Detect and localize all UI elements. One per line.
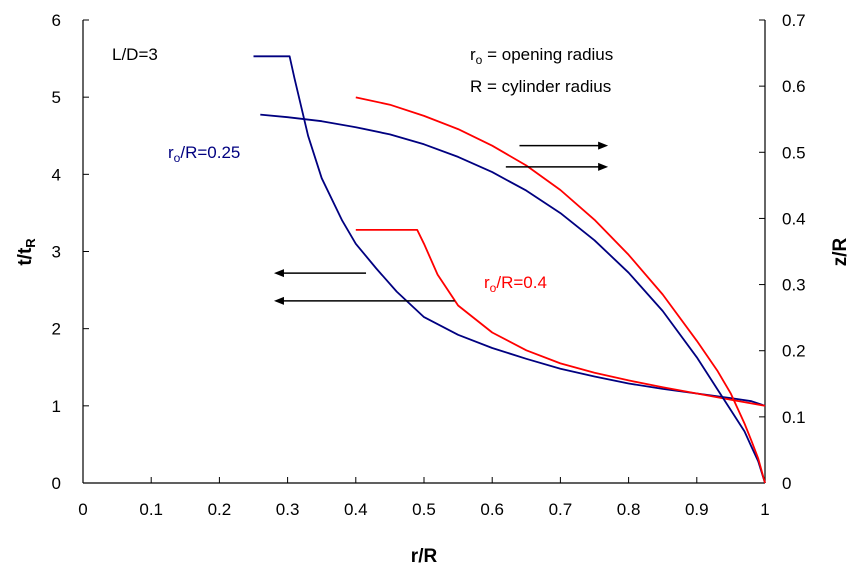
y2-tick-label: 0.1 — [782, 408, 806, 427]
series-line-red-right — [355, 96, 766, 484]
series-line-blue-right — [260, 113, 766, 484]
x-tick-label: 0.6 — [480, 500, 504, 519]
arrow-head — [598, 141, 609, 150]
legend1-b: = opening radius — [482, 45, 613, 64]
y-tick-label: 5 — [52, 88, 61, 107]
y-axis-left-label-sub: R — [23, 238, 38, 248]
y-tick-label: 4 — [52, 165, 61, 184]
arrow-layer — [273, 141, 609, 305]
blue-label-b: /R=0.25 — [180, 143, 240, 162]
series-line-red-left — [355, 228, 766, 407]
x-tick-label: 0.2 — [208, 500, 232, 519]
y-axis-left-label: t/tR — [15, 238, 38, 266]
y2-tick-label: 0.3 — [782, 276, 806, 295]
x-tick-label: 0.7 — [549, 500, 573, 519]
y2-tick-label: 0.4 — [782, 209, 806, 228]
y-tick-label: 1 — [52, 397, 61, 416]
series-line-blue-left — [253, 55, 766, 407]
y-tick-label: 6 — [52, 11, 61, 30]
plot-frame — [82, 20, 766, 484]
legend1-a: r — [470, 45, 476, 64]
y-axis-right-label: z/R — [830, 237, 851, 266]
blue-label-a: r — [168, 143, 174, 162]
x-tick-label: 1 — [760, 500, 769, 519]
y-tick-label: 2 — [52, 320, 61, 339]
x-tick-label: 0.3 — [276, 500, 300, 519]
red-series-label: ro/R=0.4 — [484, 273, 547, 295]
series-layer — [253, 55, 766, 484]
x-tick-label: 0.1 — [139, 500, 163, 519]
blue-label-sub: o — [174, 151, 181, 165]
svg-text:t/tR: t/tR — [15, 238, 38, 266]
red-label-sub: o — [490, 281, 497, 295]
red-label-a: r — [484, 273, 490, 292]
legend1-sub: o — [476, 53, 483, 67]
blue-series-label: ro/R=0.25 — [168, 143, 240, 165]
x-axis-label: r/R — [411, 546, 438, 567]
x-tick-label: 0.9 — [685, 500, 709, 519]
legend-opening-radius: ro = opening radius — [470, 45, 613, 67]
y-tick-label: 3 — [52, 243, 61, 262]
x-tick-label: 0 — [78, 500, 87, 519]
y-axis-left-label-main: t/t — [15, 247, 36, 266]
y-left-ticks: 0 1 2 3 4 5 6 — [52, 11, 89, 493]
arrow-head — [273, 269, 284, 278]
y-right-ticks: 0 0.1 0.2 0.3 0.4 0.5 0.6 0.7 — [759, 11, 806, 493]
x-tick-label: 0.5 — [412, 500, 436, 519]
x-ticks: 0 0.1 0.2 0.3 0.4 0.5 0.6 0.7 0.8 0.9 1 — [78, 477, 770, 519]
arrow-head — [273, 296, 284, 305]
ld-annotation: L/D=3 — [112, 45, 158, 64]
y2-tick-label: 0.6 — [782, 77, 806, 96]
y-tick-label: 0 — [52, 474, 61, 493]
x-tick-label: 0.4 — [344, 500, 368, 519]
y2-tick-label: 0.2 — [782, 342, 806, 361]
arrow-head — [598, 162, 609, 171]
y2-tick-label: 0 — [782, 474, 791, 493]
svg-text:z/R: z/R — [830, 237, 851, 266]
y2-tick-label: 0.5 — [782, 143, 806, 162]
legend-cylinder-radius: R = cylinder radius — [470, 77, 611, 96]
red-label-b: /R=0.4 — [496, 273, 547, 292]
x-tick-label: 0.8 — [617, 500, 641, 519]
y2-tick-label: 0.7 — [782, 11, 806, 30]
